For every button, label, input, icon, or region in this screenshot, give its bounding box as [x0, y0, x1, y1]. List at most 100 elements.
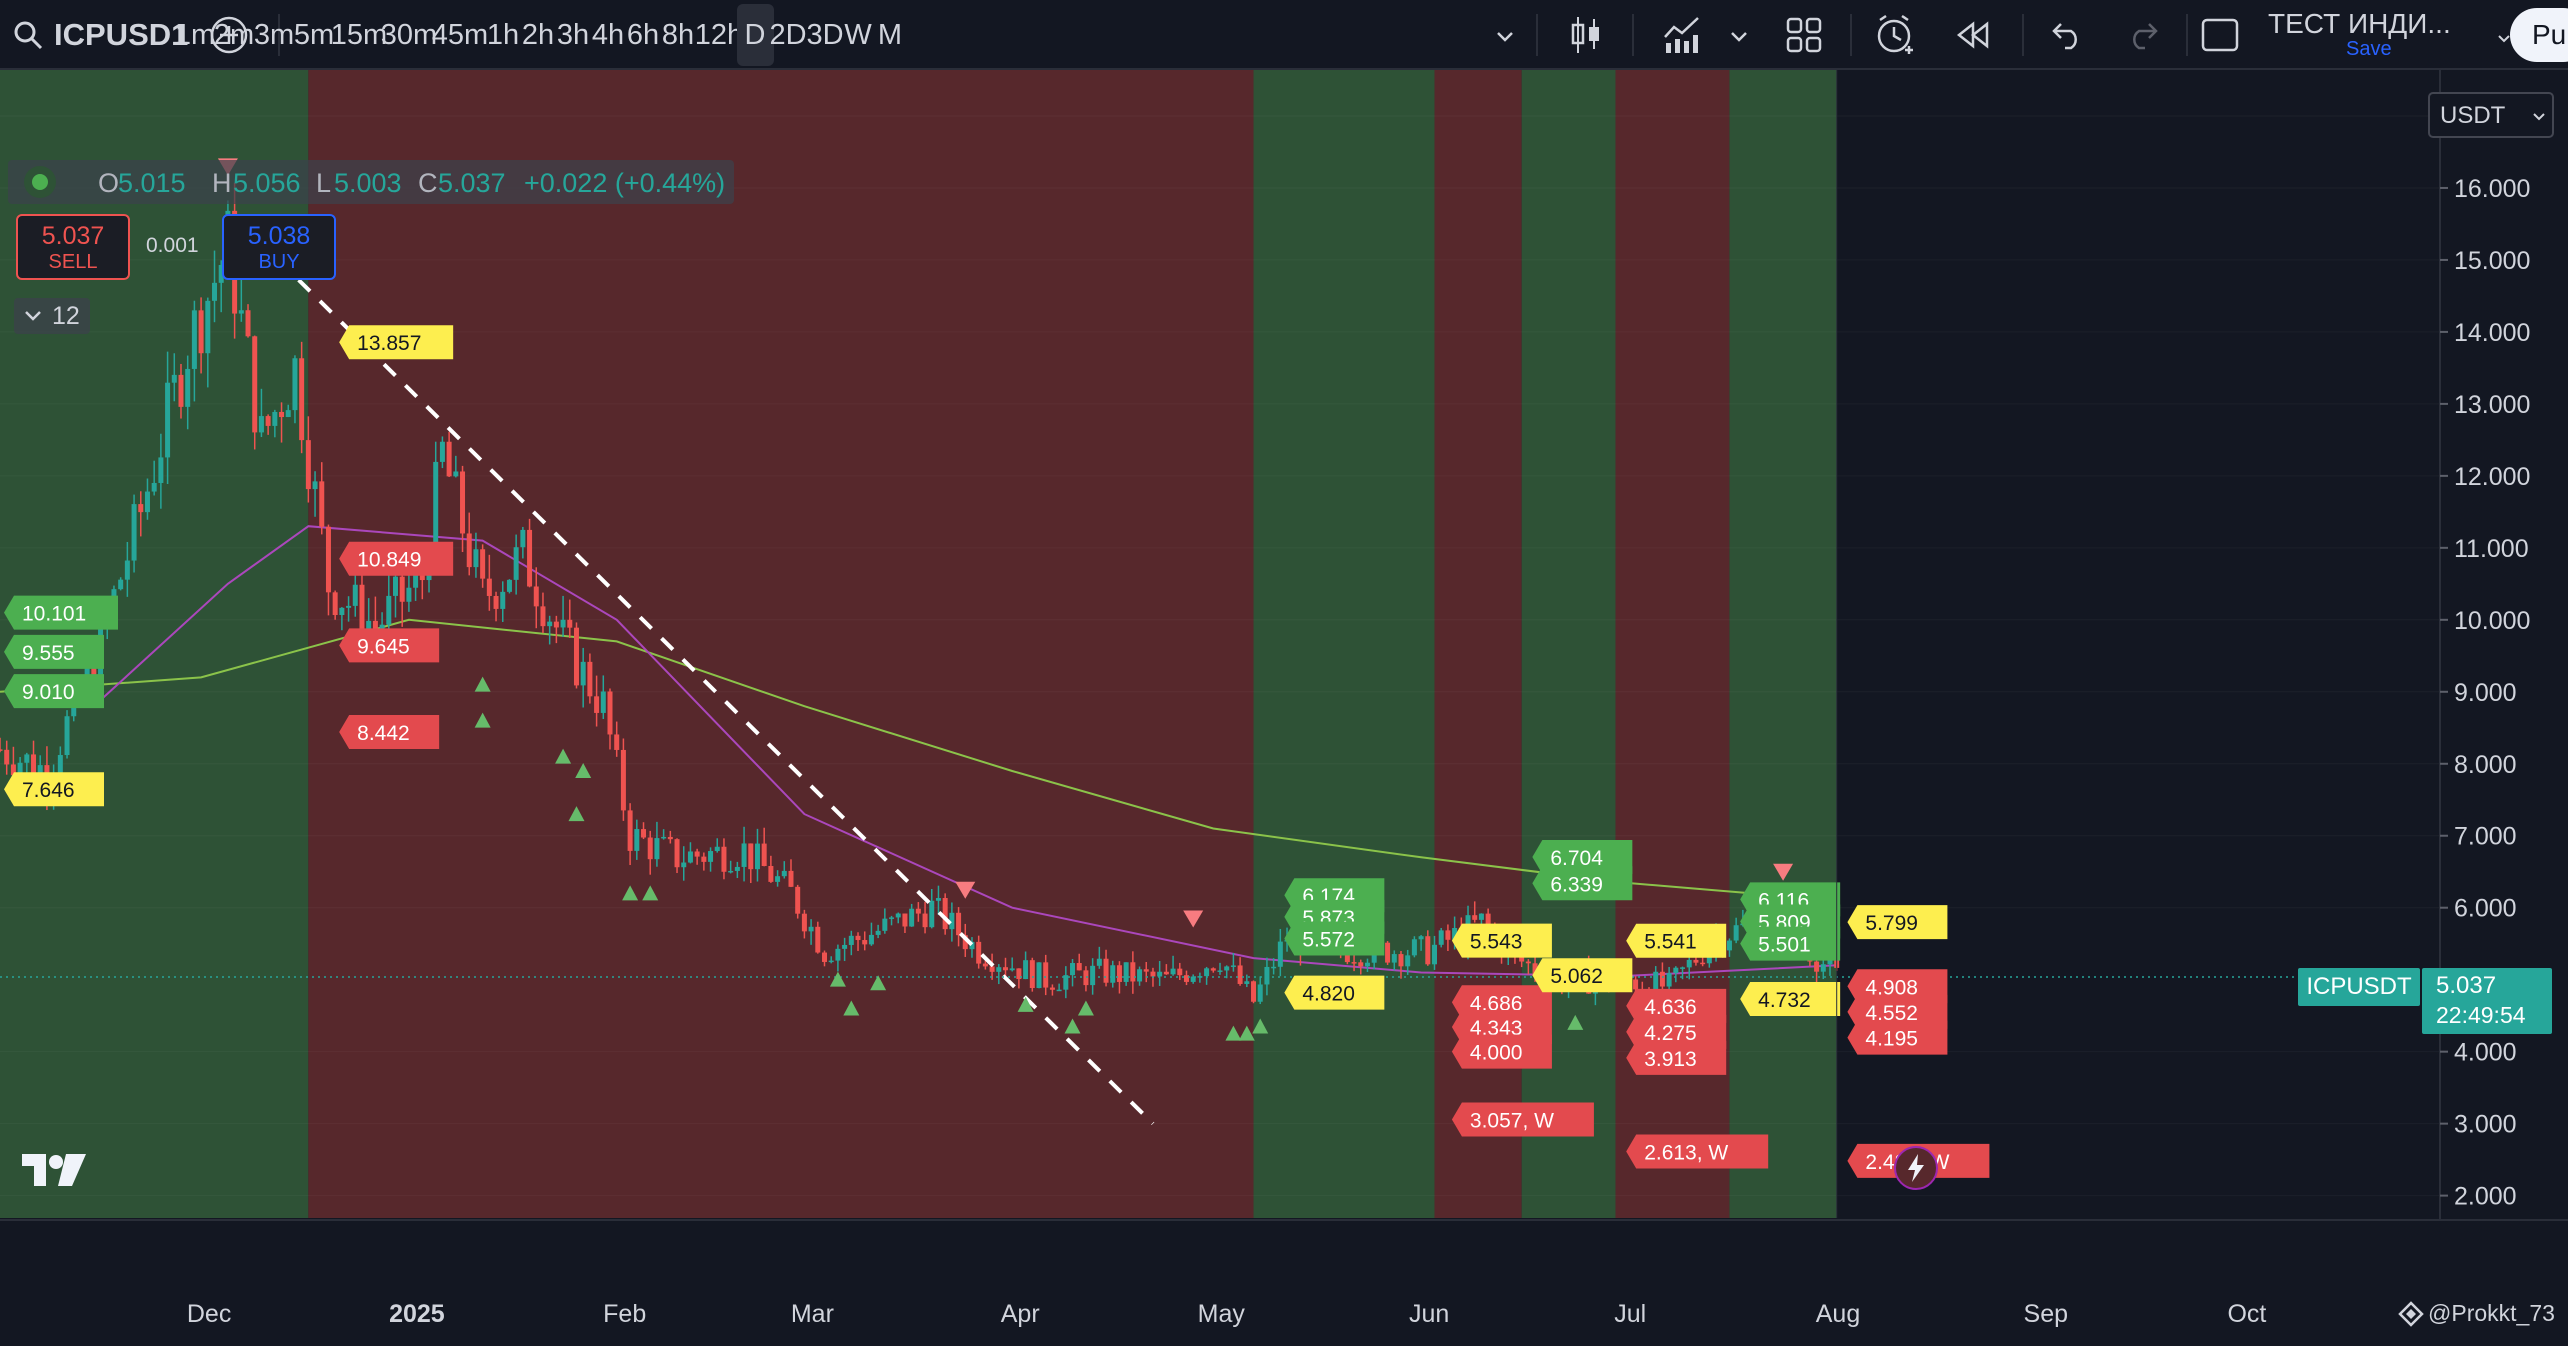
price-level-label: [1847, 1020, 1948, 1055]
redo-icon[interactable]: [2124, 0, 2160, 70]
bar-countdown: 22:49:54: [2436, 1002, 2526, 1028]
time-axis-label: Dec: [187, 1300, 231, 1328]
interval-m[interactable]: M: [877, 19, 903, 51]
fullscreen-box-icon[interactable]: [2200, 0, 2240, 70]
buy-button[interactable]: 5.038 BUY: [222, 214, 336, 280]
candle-body: [292, 358, 298, 411]
symbol-search-button[interactable]: ICPUSD1: [54, 17, 189, 52]
candle-body: [540, 606, 546, 627]
chart-canvas[interactable]: 17.00016.00015.00014.00013.00012.00011.0…: [0, 70, 2568, 1346]
visibility-dot-icon[interactable]: [22, 164, 56, 198]
interval-4h[interactable]: 4h: [591, 19, 625, 51]
candle-body: [533, 586, 539, 607]
interval-30m[interactable]: 30m: [380, 19, 438, 51]
time-axis-label: May: [1198, 1300, 1246, 1328]
candle-body: [386, 595, 392, 625]
candle-body: [446, 441, 452, 477]
sell-button[interactable]: 5.037 SELL: [16, 214, 130, 280]
price-level-label: [1451, 1034, 1552, 1069]
layout-grid-icon[interactable]: [1784, 0, 1824, 70]
candle-body: [1633, 979, 1639, 990]
currency-select[interactable]: USDT: [2428, 92, 2554, 138]
interval-2h[interactable]: 2h: [521, 19, 555, 51]
time-axis[interactable]: [0, 1220, 2568, 1346]
interval-2m[interactable]: 2m: [213, 19, 255, 51]
chart-area[interactable]: 17.00016.00015.00014.00013.00012.00011.0…: [0, 70, 2568, 1346]
indicators-icon[interactable]: [1660, 0, 1704, 70]
candles-chart-type-icon[interactable]: [1566, 0, 1606, 70]
interval-45m[interactable]: 45m: [431, 19, 489, 51]
interval-6h[interactable]: 6h: [626, 19, 660, 51]
candle-body: [969, 941, 975, 950]
alert-clock-icon[interactable]: [1874, 0, 1918, 70]
candle-body: [1177, 968, 1183, 976]
interval-3m[interactable]: 3m: [253, 19, 295, 51]
interval-2d[interactable]: 2D: [769, 19, 807, 51]
price-tick-label: 4.000: [2454, 1039, 2517, 1067]
buy-signal-triangle: [568, 806, 585, 822]
candle-body: [721, 846, 727, 872]
candle-body: [406, 587, 412, 602]
search-icon[interactable]: [10, 0, 46, 70]
price-tick-label: 12.000: [2454, 463, 2530, 491]
candle-body: [1036, 962, 1042, 989]
change-value: +0.022 (+0.44%): [524, 168, 726, 198]
replay-icon[interactable]: [1954, 0, 1994, 70]
interval-w[interactable]: W: [844, 19, 872, 51]
publish-button[interactable]: Pu: [2510, 8, 2568, 62]
price-level-label: [1847, 905, 1948, 940]
add-compare-icon[interactable]: [207, 0, 251, 70]
open-label: O: [98, 168, 120, 198]
interval-d[interactable]: D: [744, 19, 766, 51]
interval-1h[interactable]: 1h: [486, 19, 520, 51]
interval-8h[interactable]: 8h: [661, 19, 695, 51]
chevron-down-icon[interactable]: [2494, 0, 2514, 70]
buy-signal-triangle: [870, 975, 887, 991]
candle-body: [37, 765, 43, 777]
separator: [2022, 14, 2024, 56]
candle-body: [1385, 942, 1391, 963]
indicator-template-name[interactable]: ТЕСТ ИНДИ...: [2268, 8, 2451, 39]
save-link[interactable]: Save: [2346, 38, 2392, 60]
interval-15m[interactable]: 15m: [330, 19, 388, 51]
trendline[interactable]: [233, 215, 1155, 1126]
candle-body: [151, 482, 157, 492]
price-scale[interactable]: [2440, 70, 2568, 1346]
sell-label: SELL: [48, 251, 98, 273]
time-axis-label: Sep: [2024, 1300, 2068, 1328]
candle-body: [775, 876, 781, 882]
candle-body: [929, 900, 935, 928]
price-level-label: [1847, 994, 1948, 1029]
price-level-label-text: 2.613, W: [1644, 1141, 1728, 1164]
candle-body: [1157, 971, 1163, 977]
candle-body: [198, 310, 204, 354]
candle-body: [433, 461, 439, 565]
price-level-label: [1847, 969, 1948, 1004]
buy-label: BUY: [258, 251, 300, 273]
candle-body: [1204, 968, 1210, 977]
interval-1m[interactable]: 1m: [174, 19, 216, 51]
interval-5m[interactable]: 5m: [293, 19, 335, 51]
indicators-collapse-button[interactable]: 12: [14, 298, 90, 334]
chevron-down-icon[interactable]: [1490, 0, 1520, 70]
regime-zone-bull: [1253, 70, 1435, 1218]
candle-body: [600, 691, 606, 713]
chevron-down-icon[interactable]: [1726, 0, 1752, 70]
price-level-label: [4, 674, 104, 709]
interval-3h[interactable]: 3h: [556, 19, 590, 51]
candle-body: [641, 829, 647, 838]
candle-body: [1653, 971, 1659, 998]
interval-3d[interactable]: 3D: [806, 19, 844, 51]
candle-body: [1083, 970, 1089, 986]
candle-body: [1170, 968, 1176, 975]
candle-body: [1070, 963, 1076, 976]
candle-body: [493, 595, 499, 609]
candle-body: [205, 300, 211, 354]
interval-12h[interactable]: 12h: [694, 19, 744, 51]
undo-icon[interactable]: [2050, 0, 2086, 70]
price-level-label: [1532, 866, 1633, 901]
price-level-label-text: 7.646: [22, 779, 75, 802]
lightning-icon[interactable]: [1894, 1146, 1938, 1190]
candle-body: [1525, 961, 1531, 964]
candle-body: [681, 862, 687, 868]
